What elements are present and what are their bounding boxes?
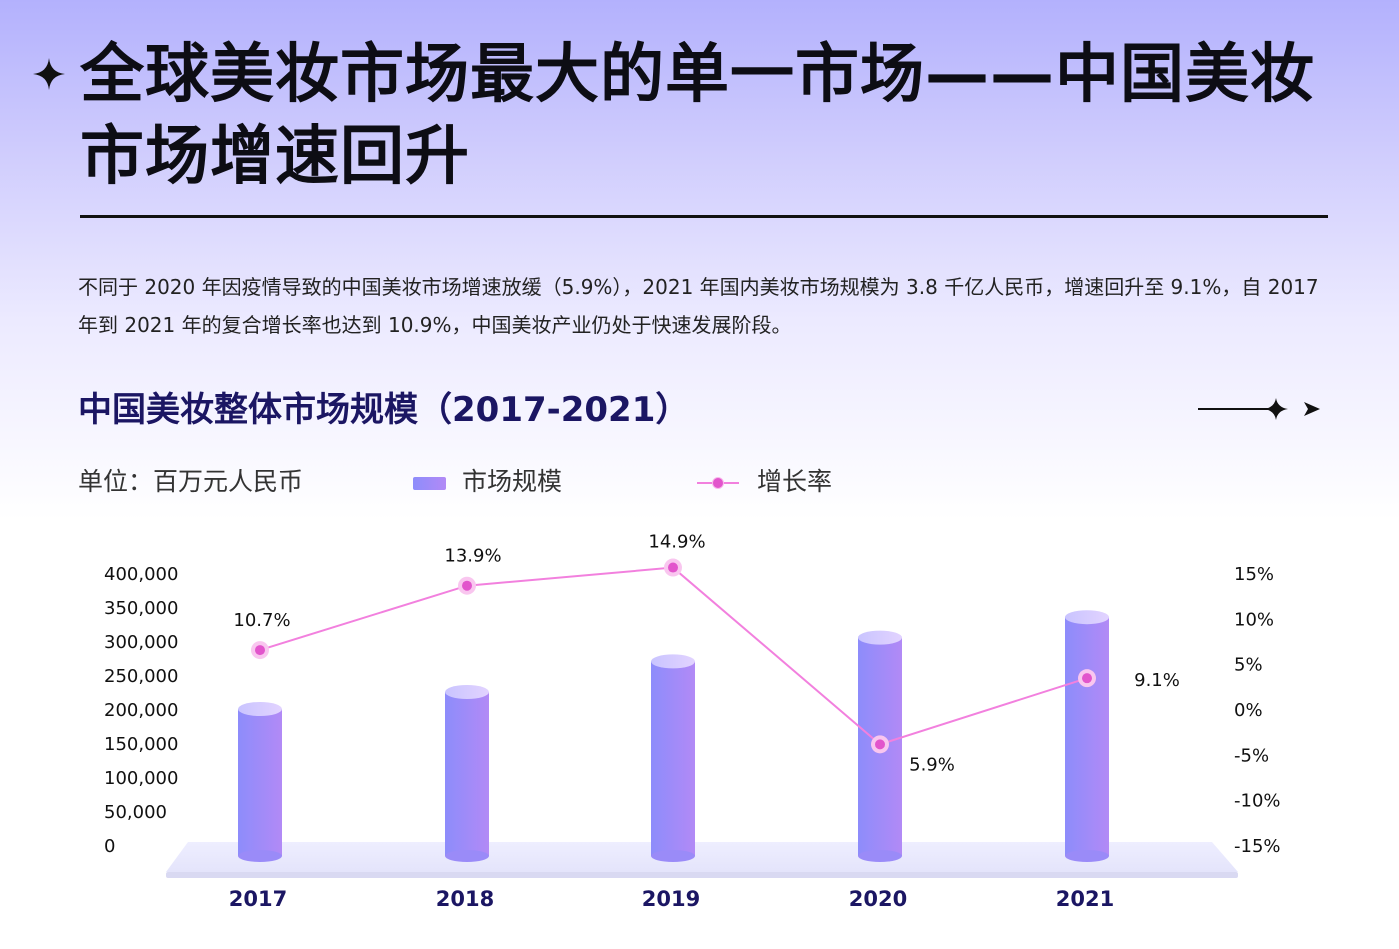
legend-line-label: 增长率 <box>757 467 833 496</box>
left-axis-tick: 150,000 <box>104 734 178 755</box>
left-axis-tick: 250,000 <box>104 666 178 687</box>
left-axis-tick: 350,000 <box>104 598 178 619</box>
growth-data-label: 14.9% <box>648 532 705 553</box>
unit-label: 单位：百万元人民币 <box>78 467 304 496</box>
title-divider <box>80 215 1328 218</box>
left-axis-tick: 300,000 <box>104 632 178 653</box>
growth-data-label: 10.7% <box>233 610 290 631</box>
bar-bottom-cap <box>1065 850 1109 862</box>
x-axis-label: 2018 <box>436 887 494 911</box>
legend-bar-label: 市场规模 <box>462 467 563 496</box>
legend-bar-swatch <box>413 476 446 490</box>
bar-top-cap <box>651 654 695 669</box>
bar-body <box>1065 617 1109 856</box>
growth-point <box>255 645 265 656</box>
left-axis-tick: 100,000 <box>104 768 178 789</box>
arrow-sparkle-icon <box>1198 398 1320 420</box>
x-axis-label: 2021 <box>1056 887 1114 911</box>
right-axis-tick: -5% <box>1234 745 1269 766</box>
sparkle-icon <box>33 58 65 90</box>
bar-bottom-cap <box>651 850 695 862</box>
bar-bottom-cap <box>445 850 489 862</box>
left-axis-tick: 200,000 <box>104 700 178 721</box>
bar-body <box>651 661 695 856</box>
bar-top-cap <box>1065 610 1109 625</box>
growth-point <box>875 739 885 750</box>
bar-body <box>238 709 282 856</box>
left-axis-tick: 0 <box>104 836 115 857</box>
x-axis-label: 2019 <box>642 887 700 911</box>
right-axis-tick: 0% <box>1234 700 1263 721</box>
bar-top-cap <box>238 702 282 716</box>
bar-bottom-cap <box>858 850 902 862</box>
right-axis-tick: 10% <box>1234 609 1274 630</box>
right-axis-tick: 15% <box>1234 564 1274 585</box>
legend-line-swatch <box>697 476 739 490</box>
page-title: 全球美妆市场最大的单一市场——中国美妆市场增速回升 <box>80 38 1315 194</box>
bar-2018 <box>445 685 489 862</box>
growth-point <box>462 580 472 591</box>
right-axis-tick: -10% <box>1234 791 1281 812</box>
legend-growth-rate: 增长率 <box>697 462 832 498</box>
bar-bottom-cap <box>238 850 282 862</box>
left-axis-tick: 400,000 <box>104 564 178 585</box>
legend-market-size: 市场规模 <box>413 462 562 498</box>
bar-2020 <box>858 630 902 862</box>
bar-2017 <box>238 702 282 862</box>
right-axis-tick: 5% <box>1234 655 1263 676</box>
bar-body <box>445 692 489 856</box>
chart-base-edge <box>166 872 1238 878</box>
growth-data-label: 13.9% <box>444 546 501 567</box>
right-axis-tick: -15% <box>1234 836 1281 857</box>
bar-top-cap <box>445 685 489 699</box>
growth-data-label: 5.9% <box>909 754 955 775</box>
growth-point <box>668 562 678 573</box>
bar-2019 <box>651 654 695 862</box>
description-text: 不同于 2020 年因疫情导致的中国美妆市场增速放缓（5.9%），2021 年国… <box>78 275 1319 337</box>
growth-point <box>1082 673 1092 684</box>
growth-data-label: 9.1% <box>1134 670 1180 691</box>
chart-title: 中国美妆整体市场规模（2017-2021） <box>78 390 690 430</box>
bar-top-cap <box>858 630 902 645</box>
left-axis-tick: 50,000 <box>104 802 167 823</box>
x-axis-label: 2020 <box>849 887 907 911</box>
bar-2021 <box>1065 610 1109 862</box>
x-axis-label: 2017 <box>229 887 287 911</box>
chart-base-platform <box>166 842 1238 872</box>
